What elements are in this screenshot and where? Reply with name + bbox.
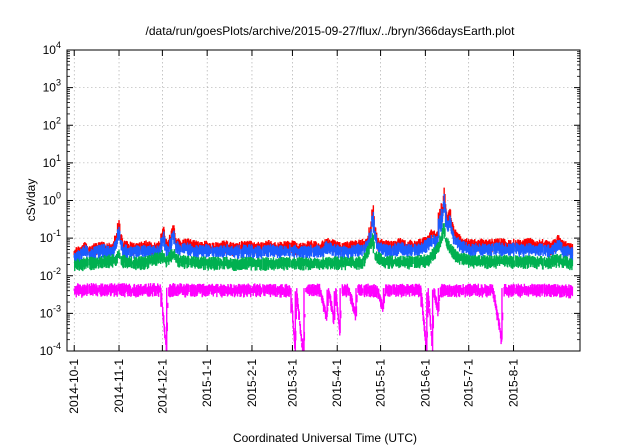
y-tick-label: 104 <box>43 40 61 57</box>
y-tick-label: 103 <box>43 78 61 95</box>
y-ticks: 10-4 10-3 10-2 10-1 100 101 102 103 104 <box>40 40 580 358</box>
x-ticks: 2014-10-1 2014-11-1 2014-12-1 2015-1-1 2015-… <box>67 50 521 414</box>
x-tick-label: 2015-1-1 <box>200 359 214 407</box>
x-tick-label: 2014-12-1 <box>155 359 169 414</box>
series-blue <box>73 193 574 265</box>
x-tick-label: 2015-4-1 <box>330 359 344 407</box>
x-tick-label: 2015-3-1 <box>285 359 299 407</box>
x-tick-label: 2014-11-1 <box>112 359 126 413</box>
y-tick-label: 101 <box>43 153 61 170</box>
x-axis-label: Coordinated Universal Time (UTC) <box>233 431 417 445</box>
series-magenta <box>73 282 574 351</box>
x-tick-label: 2014-10-1 <box>67 359 81 414</box>
y-tick-label: 10-1 <box>40 228 61 245</box>
grid-lines <box>67 50 580 351</box>
x-tick-label: 2015-8-1 <box>507 359 521 407</box>
x-tick-label: 2015-5-1 <box>374 359 388 407</box>
data-series <box>73 187 574 351</box>
chart-title: /data/run/goesPlots/archive/2015-09-27/f… <box>146 24 516 38</box>
y-tick-label: 100 <box>43 191 61 208</box>
x-tick-label: 2015-2-1 <box>245 359 259 407</box>
y-tick-label: 102 <box>43 115 61 132</box>
y-tick-label: 10-4 <box>40 341 61 358</box>
y-tick-label: 10-2 <box>40 266 61 283</box>
x-tick-label: 2015-6-1 <box>418 359 432 407</box>
x-tick-label: 2015-7-1 <box>462 359 476 407</box>
y-axis-label: cSv/day <box>24 179 38 222</box>
series-green <box>73 223 574 272</box>
y-tick-label: 10-3 <box>40 303 61 320</box>
